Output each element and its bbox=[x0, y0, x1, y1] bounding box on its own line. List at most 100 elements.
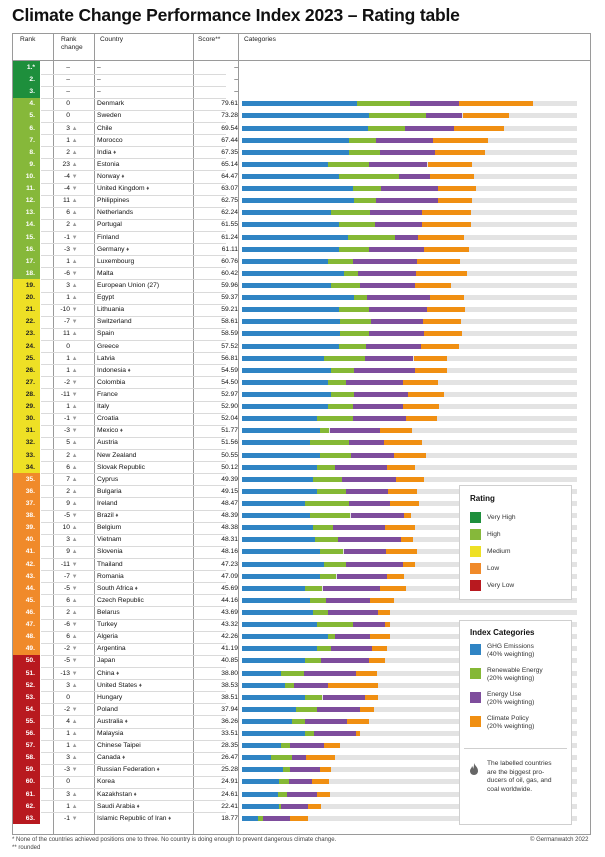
score-cell: 38.80 bbox=[221, 669, 238, 677]
score-cell: 37.94 bbox=[221, 705, 238, 713]
score-cell: 22.41 bbox=[221, 802, 238, 810]
row-divider bbox=[41, 691, 226, 693]
score-cell: 43.32 bbox=[221, 621, 238, 629]
rank-cell: 59. bbox=[25, 766, 35, 774]
energy-use-segment bbox=[394, 234, 418, 240]
rank-change-cell: 0 bbox=[66, 112, 70, 120]
rank-change-cell: 1 ▲ bbox=[66, 257, 78, 265]
category-bar bbox=[242, 622, 577, 628]
energy-use-segment bbox=[359, 282, 416, 288]
ghg-segment bbox=[242, 622, 317, 628]
energy-use-segment bbox=[281, 803, 309, 809]
rating-cell bbox=[13, 339, 40, 353]
rating-cell bbox=[13, 121, 40, 135]
country-cell: Saudi Arabia ♦ bbox=[97, 802, 140, 810]
energy-use-segment bbox=[404, 125, 455, 131]
footnote-2: ** rounded bbox=[12, 845, 41, 851]
climate-policy-segment bbox=[377, 609, 391, 615]
table-row: 34. 6 ▲ Slovak Republic 50.12 bbox=[13, 461, 590, 474]
rank-change-cell: -4 ▼ bbox=[64, 172, 78, 180]
row-divider bbox=[41, 388, 226, 390]
energy-use-segment bbox=[348, 440, 385, 446]
rank-cell: 4. bbox=[29, 100, 35, 108]
category-bar bbox=[242, 282, 577, 288]
rank-down-icon: ▼ bbox=[70, 319, 78, 326]
renewable-segment bbox=[270, 755, 293, 761]
score-cell: 48.38 bbox=[221, 524, 238, 532]
renewable-segment bbox=[347, 234, 395, 240]
energy-use-segment bbox=[334, 634, 371, 640]
header-categories: Categories bbox=[244, 36, 276, 43]
table-row: 28. -11 ▼ France 52.97 bbox=[13, 388, 590, 401]
table-row: 36. 2 ▲ Bulgaria 49.15 bbox=[13, 485, 590, 498]
energy-use-segment bbox=[342, 476, 396, 482]
rank-cell: 27. bbox=[25, 378, 35, 386]
climate-policy-segment bbox=[379, 428, 412, 434]
table-row: 51. -13 ▼ China ♦ 38.80 bbox=[13, 666, 590, 680]
score-cell: 61.24 bbox=[221, 233, 238, 241]
rank-change-cell: -2 ▼ bbox=[64, 645, 78, 653]
climate-policy-segment bbox=[438, 198, 472, 204]
renewable-segment bbox=[352, 186, 382, 192]
score-cell: 65.14 bbox=[221, 160, 238, 168]
rank-cell: 51. bbox=[25, 669, 35, 677]
ghg-segment bbox=[242, 295, 355, 301]
country-cell: Slovenia bbox=[97, 548, 123, 556]
rank-down-icon: ▼ bbox=[70, 379, 78, 386]
rank-cell: 32. bbox=[25, 439, 35, 447]
country-cell: Denmark bbox=[97, 100, 125, 108]
categories-legend-title: Index Categories bbox=[470, 628, 535, 637]
ghg-segment bbox=[242, 113, 369, 119]
row-divider bbox=[41, 243, 226, 245]
energy-use-segment bbox=[352, 258, 418, 264]
row-divider bbox=[41, 255, 226, 257]
row-divider bbox=[41, 315, 226, 317]
renewable-segment bbox=[356, 101, 410, 107]
country-cell: Austria bbox=[97, 439, 118, 447]
rank-cell: 31. bbox=[25, 427, 35, 435]
category-bar bbox=[242, 537, 577, 543]
renewable-segment bbox=[304, 694, 323, 700]
very-high-label: Very High bbox=[487, 514, 516, 521]
row-divider bbox=[41, 400, 226, 402]
table-row: 5. 0 Sweden 73.28 bbox=[13, 109, 590, 123]
rating-cell bbox=[13, 218, 40, 232]
renewable-segment bbox=[304, 731, 314, 737]
rank-change-cell: – bbox=[66, 64, 70, 71]
category-bar bbox=[242, 234, 577, 240]
country-cell: Morocco bbox=[97, 136, 123, 144]
rank-change-cell: -1 ▼ bbox=[64, 233, 78, 241]
score-cell: 54.59 bbox=[221, 366, 238, 374]
climate-policy-segment bbox=[420, 343, 459, 349]
column-divider bbox=[53, 33, 54, 835]
ghg-segment bbox=[242, 755, 271, 761]
category-bar bbox=[242, 488, 577, 494]
score-cell: 48.31 bbox=[221, 536, 238, 544]
rank-cell: 45. bbox=[25, 596, 35, 604]
rank-down-icon: ▼ bbox=[70, 573, 78, 580]
rank-change-cell: 1 ▲ bbox=[66, 742, 78, 750]
low-label: Low bbox=[487, 565, 500, 572]
rank-change-cell: 6 ▲ bbox=[66, 633, 78, 641]
score-cell: 44.16 bbox=[221, 596, 238, 604]
country-cell: Poland bbox=[97, 705, 118, 713]
country-cell: Romania bbox=[97, 572, 124, 580]
rank-cell: 37. bbox=[25, 499, 35, 507]
rating-cell bbox=[13, 279, 40, 292]
rating-cell bbox=[13, 291, 40, 304]
category-bar bbox=[242, 803, 577, 809]
flame-icon: ♦ bbox=[113, 513, 119, 520]
renewable-segment bbox=[368, 113, 427, 119]
rank-down-icon: ▼ bbox=[70, 513, 78, 520]
score-cell: 18.77 bbox=[221, 814, 238, 822]
table-row: 37. 9 ▲ Ireland 48.47 bbox=[13, 497, 590, 510]
table-row: 11. -4 ▼ United Kingdom ♦ 63.07 bbox=[13, 182, 590, 195]
rating-cell bbox=[13, 158, 40, 171]
energy-use-segment bbox=[381, 186, 439, 192]
score-cell: 25.28 bbox=[221, 766, 238, 774]
table-row: 15. -1 ▼ Finland 61.24 bbox=[13, 230, 590, 244]
rank-cell: 50. bbox=[25, 657, 35, 665]
rank-cell: 34. bbox=[25, 463, 35, 471]
header-divider bbox=[12, 60, 591, 61]
score-cell: 42.26 bbox=[221, 633, 238, 641]
